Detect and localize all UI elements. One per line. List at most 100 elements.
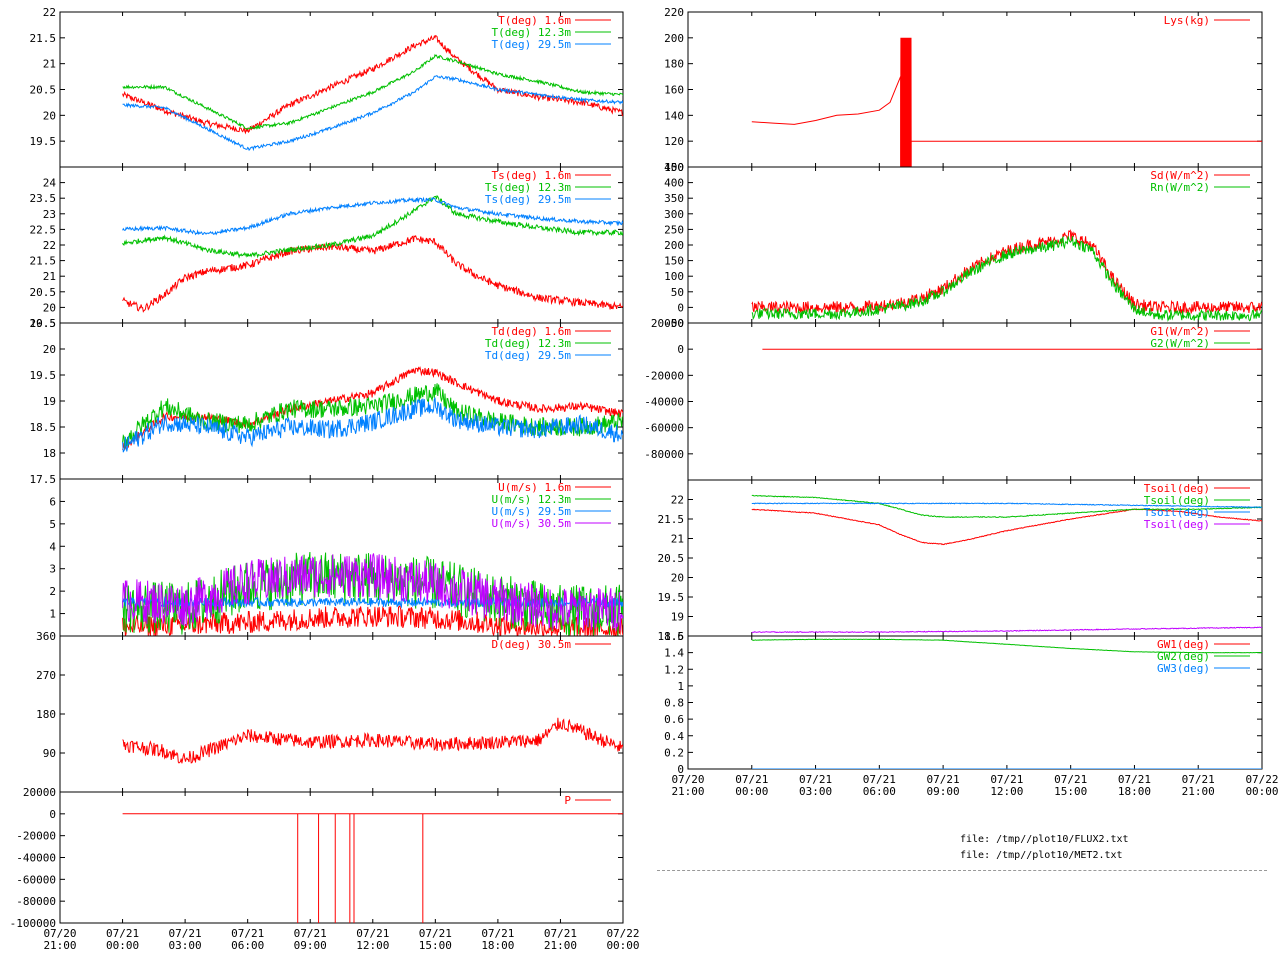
- x-tick-label: 06:00: [863, 785, 896, 798]
- series-group: [122, 34, 623, 152]
- y-tick-label: 22: [43, 239, 56, 252]
- x-tick-label: 07/21: [1118, 773, 1151, 786]
- legend-label: Rn(W/m^2): [1150, 181, 1210, 194]
- series-group: [122, 551, 623, 636]
- y-tick-label: -20000: [644, 369, 684, 382]
- x-tick-label: 15:00: [1054, 785, 1087, 798]
- y-tick-label: 20: [671, 572, 684, 585]
- x-tick-label: 07/21: [927, 773, 960, 786]
- y-tick-label: 180: [664, 58, 684, 71]
- y-tick-label: 19.5: [658, 591, 685, 604]
- series-line: [122, 717, 623, 764]
- x-tick-label: 12:00: [356, 939, 389, 952]
- plot-frame: [59, 791, 624, 924]
- x-tick-label: 03:00: [169, 939, 202, 952]
- y-tick-label: 1: [49, 608, 56, 621]
- legend-label: Tsoil(deg): [1144, 494, 1210, 507]
- panel-lys: 220 200 180 160 140 120 100 Lys(kg): [664, 6, 1263, 174]
- y-tick-label: 19.5: [30, 317, 57, 330]
- y-tick-label: -100000: [10, 917, 56, 930]
- panel-ts: 24 23.5 23 22.5 22 21.5 21 20.5 20 19.5 Ts(deg) 1.…: [30, 166, 624, 330]
- y-tick-label: -60000: [644, 422, 684, 435]
- series-group: [751, 229, 1262, 323]
- legend-label: T(deg) 29.5m: [492, 38, 572, 51]
- y-tick-label: 1.4: [664, 647, 684, 660]
- footer-file-met: file: /tmp//plot10/MET2.txt: [960, 850, 1123, 861]
- series-group: [751, 494, 1262, 634]
- legend-label: Td(deg) 12.3m: [485, 337, 571, 350]
- x-tick-label: 07/21: [481, 927, 514, 940]
- legend-label: Lys(kg): [1164, 14, 1210, 27]
- plot-frame: [687, 11, 1263, 168]
- y-tick-label: 1.6: [664, 630, 684, 643]
- legend-label: Ts(deg) 29.5m: [485, 193, 571, 206]
- legend-label: U(m/s) 29.5m: [492, 505, 572, 518]
- x-tick-label: 18:00: [481, 939, 514, 952]
- y-tick-label: 21.5: [658, 513, 685, 526]
- x-tick-label: 00:00: [735, 785, 768, 798]
- y-tick-label: 0.8: [664, 697, 684, 710]
- series-line: [751, 638, 1262, 654]
- series-group: [751, 638, 1262, 769]
- y-tick-label: 270: [36, 669, 56, 682]
- legend-label: Tsoil(deg): [1144, 482, 1210, 495]
- y-tick-label: 0: [49, 808, 56, 821]
- series-line: [751, 626, 1262, 634]
- y-tick-label: 140: [664, 109, 684, 122]
- legend-label: U(m/s) 12.3m: [492, 493, 572, 506]
- legend-label: GW1(deg): [1157, 638, 1210, 651]
- y-tick-label: 24: [43, 177, 57, 190]
- y-tick-label: 400: [664, 177, 684, 190]
- panel-g: 20000 0 -20000 -40000 -60000 -80000 G1(W/m^2)G…: [644, 317, 1263, 481]
- legend-label: GW2(deg): [1157, 650, 1210, 663]
- series-group: [751, 37, 1262, 167]
- legend-label: G1(W/m^2): [1150, 325, 1210, 338]
- y-tick-label: 20000: [23, 786, 56, 799]
- x-tick-label: 15:00: [419, 939, 452, 952]
- series-line: [122, 553, 623, 632]
- y-tick-label: -60000: [16, 873, 56, 886]
- legend-label: U(m/s) 1.6m: [498, 481, 571, 494]
- series-line: [122, 53, 623, 131]
- x-tick-label: 07/21: [1054, 773, 1087, 786]
- x-tick-label: 07/22: [1245, 773, 1278, 786]
- x-tick-label: 07/21: [419, 927, 452, 940]
- y-tick-label: 22: [671, 494, 684, 507]
- series-line: [751, 229, 1262, 315]
- y-tick-label: 220: [664, 6, 684, 19]
- y-tick-label: -40000: [644, 396, 684, 409]
- x-tick-label: 07/21: [294, 927, 327, 940]
- series-line: [751, 494, 1262, 519]
- y-tick-label: 18: [43, 447, 56, 460]
- legend-label: Td(deg) 1.6m: [492, 325, 572, 338]
- legend-label: GW3(deg): [1157, 662, 1210, 675]
- series-line: [122, 75, 623, 152]
- y-tick-label: 20.5: [30, 286, 57, 299]
- series-group: [122, 366, 623, 453]
- legend-label: Ts(deg) 12.3m: [485, 181, 571, 194]
- y-tick-label: 90: [43, 747, 56, 760]
- x-tick-label: 09:00: [927, 785, 960, 798]
- series-line: [122, 34, 623, 135]
- y-tick-label: 21.5: [30, 255, 57, 268]
- x-tick-label: 07/21: [544, 927, 577, 940]
- x-tick-label: 12:00: [990, 785, 1023, 798]
- x-tick-label: 07/21: [356, 927, 389, 940]
- y-tick-label: 20000: [651, 317, 684, 330]
- y-tick-label: 0.4: [664, 730, 684, 743]
- x-tick-label: 00:00: [1245, 785, 1278, 798]
- series-line: [122, 383, 623, 450]
- x-tick-label: 18:00: [1118, 785, 1151, 798]
- y-tick-label: 450: [664, 161, 684, 174]
- y-tick-label: 23: [43, 208, 56, 221]
- x-tick-label: 07/21: [169, 927, 202, 940]
- y-tick-label: 4: [49, 540, 56, 553]
- y-tick-label: 250: [664, 223, 684, 236]
- x-tick-label: 00:00: [606, 939, 639, 952]
- legend-label: T(deg) 1.6m: [498, 14, 571, 27]
- y-tick-label: 6: [49, 495, 56, 508]
- panel-gw: 1.61.41.210.80.60.40.2007/2021:0007/2100…: [664, 630, 1278, 798]
- y-tick-label: 21: [671, 533, 684, 546]
